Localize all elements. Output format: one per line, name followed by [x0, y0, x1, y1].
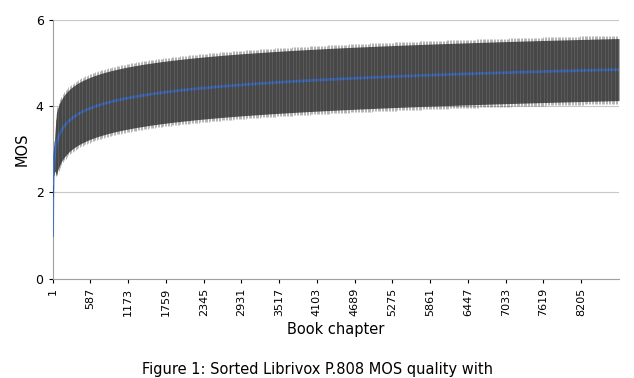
Y-axis label: MOS: MOS	[15, 133, 30, 166]
Text: Figure 1: Sorted Librivox P.808 MOS quality with: Figure 1: Sorted Librivox P.808 MOS qual…	[141, 362, 493, 377]
X-axis label: Book chapter: Book chapter	[287, 322, 384, 336]
